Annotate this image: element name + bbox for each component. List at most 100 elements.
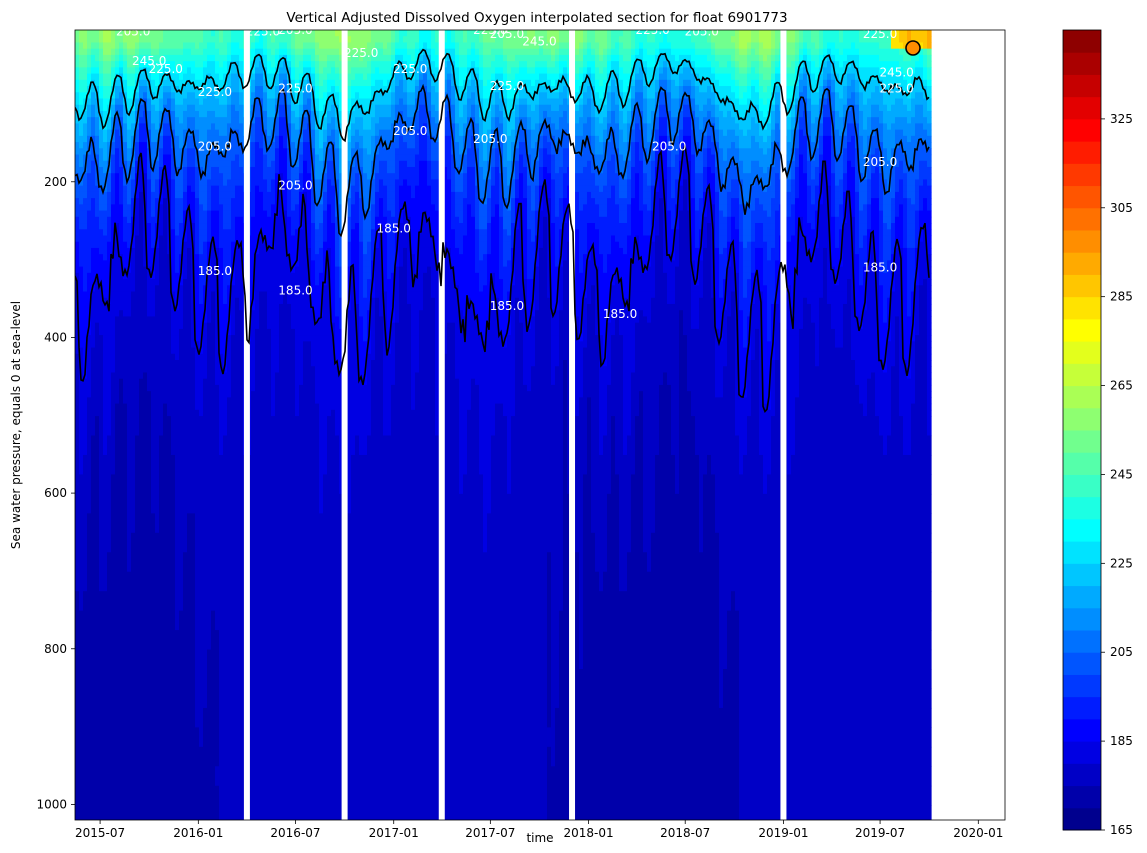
colorbar-tick-label: 205 (1110, 645, 1133, 659)
contour-label-27: 245.0 (879, 66, 913, 80)
contour-label-15: 185.0 (377, 221, 411, 235)
contour-label-23: 205.0 (685, 24, 719, 38)
data-gap-5 (780, 30, 787, 820)
x-axis-label: time (526, 831, 553, 845)
contour-label-18: 245.0 (522, 35, 556, 49)
x-tick-label: 2019-07 (855, 826, 905, 840)
contour-label-29: 205.0 (863, 155, 897, 169)
contour-label-10: 205.0 (278, 179, 312, 193)
colorbar-tick-label: 165 (1110, 823, 1133, 837)
contour-label-9: 225.0 (278, 81, 312, 95)
contour-label-1: 205.0 (116, 24, 150, 38)
colorbar: 165 185 205 225 245 265 285 305 325 (1062, 29, 1133, 837)
colorbar-band (1063, 341, 1101, 364)
colorbar-band (1063, 452, 1101, 475)
contour-label-20: 205.0 (473, 132, 507, 146)
colorbar-band (1063, 430, 1101, 453)
colorbar-band (1063, 630, 1101, 653)
contour-labels: 205.0245.0225.0225.0205.0185.0225.0205.0… (116, 23, 914, 321)
data-gaps (243, 30, 787, 820)
contour-label-14: 205.0 (393, 124, 427, 138)
contour-lines (75, 40, 930, 413)
data-gap-2 (341, 30, 348, 820)
contour-label-6: 185.0 (198, 264, 232, 278)
colorbar-tick-label: 185 (1110, 734, 1133, 748)
data-gap-3 (438, 30, 445, 820)
colorbar-band (1063, 785, 1101, 809)
colorbar-band (1063, 74, 1101, 98)
x-axis: 2015-07 2016-01 2016-07 2017-01 2017-07 2018-… (75, 820, 1003, 840)
chart-title: Vertical Adjusted Dissolved Oxygen inter… (286, 10, 787, 26)
colorbar-band (1063, 296, 1101, 320)
contour-label-7: 225.0 (246, 24, 280, 38)
colorbar-tick-label: 225 (1110, 556, 1133, 570)
colorbar-band (1063, 252, 1101, 275)
colorbar-band (1063, 563, 1101, 587)
y-axis: 200 400 600 800 1000 (36, 175, 75, 811)
data-gap-4 (569, 30, 576, 820)
x-tick-label: 2016-01 (173, 826, 223, 840)
colorbar-tick-label: 285 (1110, 290, 1133, 304)
contour-label-13: 225.0 (393, 62, 427, 76)
colorbar-band (1063, 207, 1101, 231)
colorbar-band (1063, 52, 1101, 75)
x-tick-label: 2016-07 (270, 826, 320, 840)
colorbar-band (1063, 141, 1101, 164)
colorbar-tick-label: 325 (1110, 112, 1133, 126)
x-tick-label: 2015-07 (75, 826, 125, 840)
y-tick-label: 600 (44, 486, 67, 500)
y-tick-label: 1000 (36, 797, 67, 811)
colorbar-band (1063, 763, 1101, 787)
colorbar-band (1063, 230, 1101, 253)
colorbar-tick-label: 245 (1110, 467, 1133, 481)
plot-frame (74, 29, 1006, 821)
x-tick-label: 2018-07 (660, 826, 710, 840)
colorbar-band (1063, 385, 1101, 409)
colorbar-band (1063, 30, 1101, 53)
colorbar-band (1063, 118, 1101, 142)
colorbar-band (1063, 96, 1101, 120)
contour-label-30: 185.0 (863, 260, 897, 274)
contour-label-17: 205.0 (490, 27, 524, 41)
y-tick-label: 400 (44, 330, 67, 344)
contour-label-3: 225.0 (149, 62, 183, 76)
x-tick-label: 2020-01 (953, 826, 1003, 840)
colorbar-band (1063, 674, 1101, 698)
y-tick-label: 800 (44, 642, 67, 656)
y-tick-label: 200 (44, 175, 67, 189)
colorbar-band (1063, 185, 1101, 209)
colorbar-tick-label: 265 (1110, 379, 1133, 393)
colorbar-band (1063, 407, 1101, 431)
colorbar-band (1063, 585, 1101, 609)
contour-label-12: 225.0 (344, 46, 378, 60)
colorbar-band (1063, 652, 1101, 675)
contour-label-4: 225.0 (198, 85, 232, 99)
colorbar-band (1063, 474, 1101, 498)
contour-label-19: 225.0 (490, 79, 524, 93)
colorbar-band (1063, 318, 1101, 342)
contour-label-21: 185.0 (490, 299, 524, 313)
colorbar-band (1063, 274, 1101, 298)
colorbar-band (1063, 541, 1101, 564)
y-axis-label: Sea water pressure, equals 0 at sea-leve… (9, 301, 23, 549)
contour-label-26: 225.0 (863, 27, 897, 41)
contour-label-2: 245.0 (132, 54, 166, 68)
colorbar-band (1063, 741, 1101, 764)
colorbar-band (1063, 163, 1101, 187)
colorbar-band (1063, 496, 1101, 520)
colorbar-band (1063, 696, 1101, 720)
contour-label-5: 205.0 (198, 140, 232, 154)
contour-label-25: 185.0 (603, 307, 637, 321)
x-tick-label: 2017-07 (465, 826, 515, 840)
colorbar-band (1063, 363, 1101, 387)
data-gap-1 (243, 30, 250, 820)
x-tick-label: 2018-01 (564, 826, 614, 840)
colorbar-band (1063, 607, 1101, 631)
contour-label-28: 225.0 (879, 81, 913, 95)
x-tick-label: 2017-01 (369, 826, 419, 840)
colorbar-band (1063, 718, 1101, 742)
colorbar-tick-label: 305 (1110, 201, 1133, 215)
colorbar-band (1063, 807, 1101, 831)
colorbar-band (1063, 518, 1101, 542)
